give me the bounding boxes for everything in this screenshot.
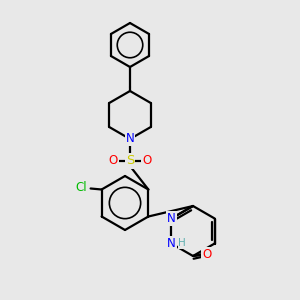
Text: N: N [126, 133, 134, 146]
Text: Cl: Cl [76, 181, 87, 194]
Text: O: O [202, 248, 211, 260]
Text: N: N [167, 237, 176, 250]
Text: S: S [126, 154, 134, 167]
Text: O: O [108, 154, 118, 167]
Text: N: N [167, 212, 176, 225]
Text: O: O [142, 154, 152, 167]
Text: H: H [178, 238, 186, 248]
